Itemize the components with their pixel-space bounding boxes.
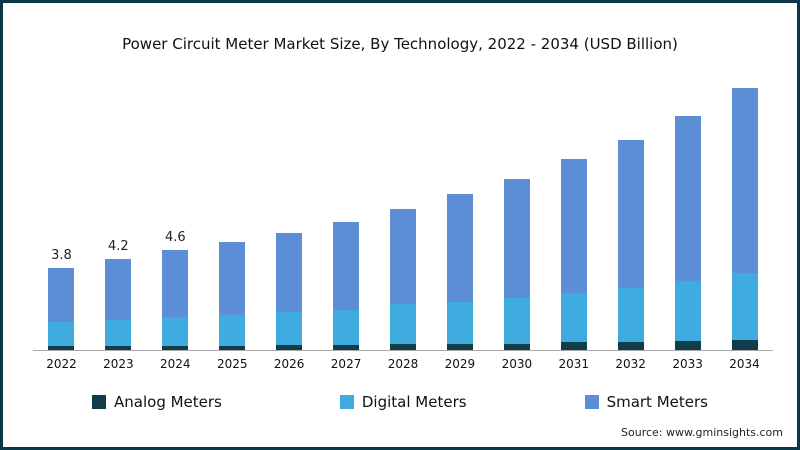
source-text: Source: www.gminsights.com [621, 426, 783, 439]
x-axis-label-2023: 2023 [103, 357, 134, 371]
segment-analog-meters [503, 343, 530, 350]
stacked-bar [560, 159, 587, 350]
legend-item-analog-meters: Analog Meters [92, 393, 222, 411]
bar-group-2030 [488, 69, 545, 350]
legend-item-smart-meters: Smart Meters [584, 393, 708, 411]
segment-digital-meters [219, 315, 246, 346]
segment-analog-meters [446, 343, 473, 350]
x-axis-label-2034: 2034 [729, 357, 760, 371]
stacked-bar [105, 258, 132, 350]
segment-digital-meters [162, 317, 189, 346]
segment-analog-meters [731, 340, 758, 350]
segment-smart-meters [674, 115, 701, 281]
stacked-bar [731, 87, 758, 350]
x-axis-label-2026: 2026 [273, 357, 305, 371]
segment-smart-meters [389, 209, 416, 305]
segment-digital-meters [674, 280, 701, 342]
stacked-bar [617, 139, 644, 350]
stacked-bar [48, 267, 75, 350]
chart-title: Power Circuit Meter Market Size, By Tech… [122, 35, 678, 53]
x-axis-label-2028: 2028 [387, 357, 419, 371]
segment-digital-meters [503, 297, 530, 344]
segment-analog-meters [674, 341, 701, 350]
x-axis-labels: 2022 2023 2024 2025 2026 2027 2028 2029 2030 2031… [33, 357, 773, 371]
bar-group-2034 [716, 69, 773, 350]
segment-analog-meters [389, 343, 416, 350]
x-axis-label-2032: 2032 [615, 357, 646, 371]
segment-smart-meters [162, 250, 189, 318]
stacked-bar [389, 209, 416, 350]
segment-smart-meters [219, 241, 246, 316]
segment-analog-meters [276, 344, 303, 350]
segment-digital-meters [560, 292, 587, 343]
bar-group-2032 [602, 69, 659, 350]
bar-group-2027 [318, 69, 375, 350]
segment-digital-meters [276, 312, 303, 345]
stacked-bar [503, 178, 530, 350]
bar-value-label: 3.8 [51, 247, 72, 263]
legend-label: Digital Meters [361, 393, 467, 411]
segment-smart-meters [446, 193, 473, 303]
stacked-bar [276, 232, 303, 350]
bar-group-2025 [204, 69, 261, 350]
x-axis-label-2022: 2022 [46, 357, 77, 371]
bar-group-2022: 3.8 [33, 69, 90, 350]
x-axis-label-2025: 2025 [216, 357, 248, 371]
stacked-bar [674, 115, 701, 350]
bar-group-2023: 4.2 [90, 69, 147, 350]
segment-digital-meters [48, 321, 75, 346]
segment-digital-meters [617, 288, 644, 343]
segment-analog-meters [617, 342, 644, 350]
bar-value-label: 4.6 [164, 230, 186, 246]
segment-smart-meters [276, 232, 303, 313]
segment-smart-meters [560, 159, 587, 293]
segment-digital-meters [731, 273, 758, 341]
bars-container: 3.8 4.2 4.6 [33, 69, 773, 351]
bar-group-2024: 4.6 [147, 69, 204, 350]
legend-swatch-analog-meters [92, 395, 107, 409]
x-axis-label-2031: 2031 [558, 357, 590, 371]
legend-label: Analog Meters [114, 393, 222, 411]
legend-label: Smart Meters [606, 393, 708, 411]
bar-group-2031 [545, 69, 602, 350]
segment-smart-meters [333, 222, 360, 310]
x-axis-label-2027: 2027 [330, 357, 362, 371]
legend-item-digital-meters: Digital Meters [339, 393, 467, 411]
stacked-bar [219, 241, 246, 350]
legend-swatch-smart-meters [584, 395, 599, 409]
segment-smart-meters [731, 87, 758, 274]
segment-digital-meters [105, 319, 132, 346]
segment-smart-meters [503, 178, 530, 298]
plot-area: 3.8 4.2 4.6 2022 2023 2024 2025 2026 2027 2028 20… [33, 69, 773, 371]
chart-legend: Analog Meters Digital Meters Smart Meters [3, 393, 797, 411]
segment-digital-meters [389, 304, 416, 344]
segment-analog-meters [105, 345, 132, 350]
bar-group-2026 [261, 69, 318, 350]
legend-swatch-digital-meters [339, 395, 354, 409]
stacked-bar [446, 193, 473, 350]
segment-smart-meters [48, 267, 75, 322]
x-axis-label-2030: 2030 [501, 357, 533, 371]
segment-digital-meters [333, 309, 360, 345]
segment-smart-meters [617, 139, 644, 289]
x-axis-label-2029: 2029 [444, 357, 476, 371]
bar-value-label: 4.2 [108, 238, 129, 254]
segment-analog-meters [219, 345, 246, 350]
segment-analog-meters [162, 345, 189, 350]
segment-analog-meters [48, 345, 75, 350]
segment-smart-meters [105, 258, 132, 320]
segment-analog-meters [560, 342, 587, 350]
bar-group-2028 [375, 69, 432, 350]
bar-group-2033 [659, 69, 716, 350]
segment-digital-meters [446, 302, 473, 344]
segment-analog-meters [333, 344, 360, 350]
stacked-bar [333, 222, 360, 350]
x-axis-label-2024: 2024 [160, 357, 191, 371]
x-axis-label-2033: 2033 [672, 357, 703, 371]
bar-group-2029 [431, 69, 488, 350]
stacked-bar [162, 250, 189, 350]
